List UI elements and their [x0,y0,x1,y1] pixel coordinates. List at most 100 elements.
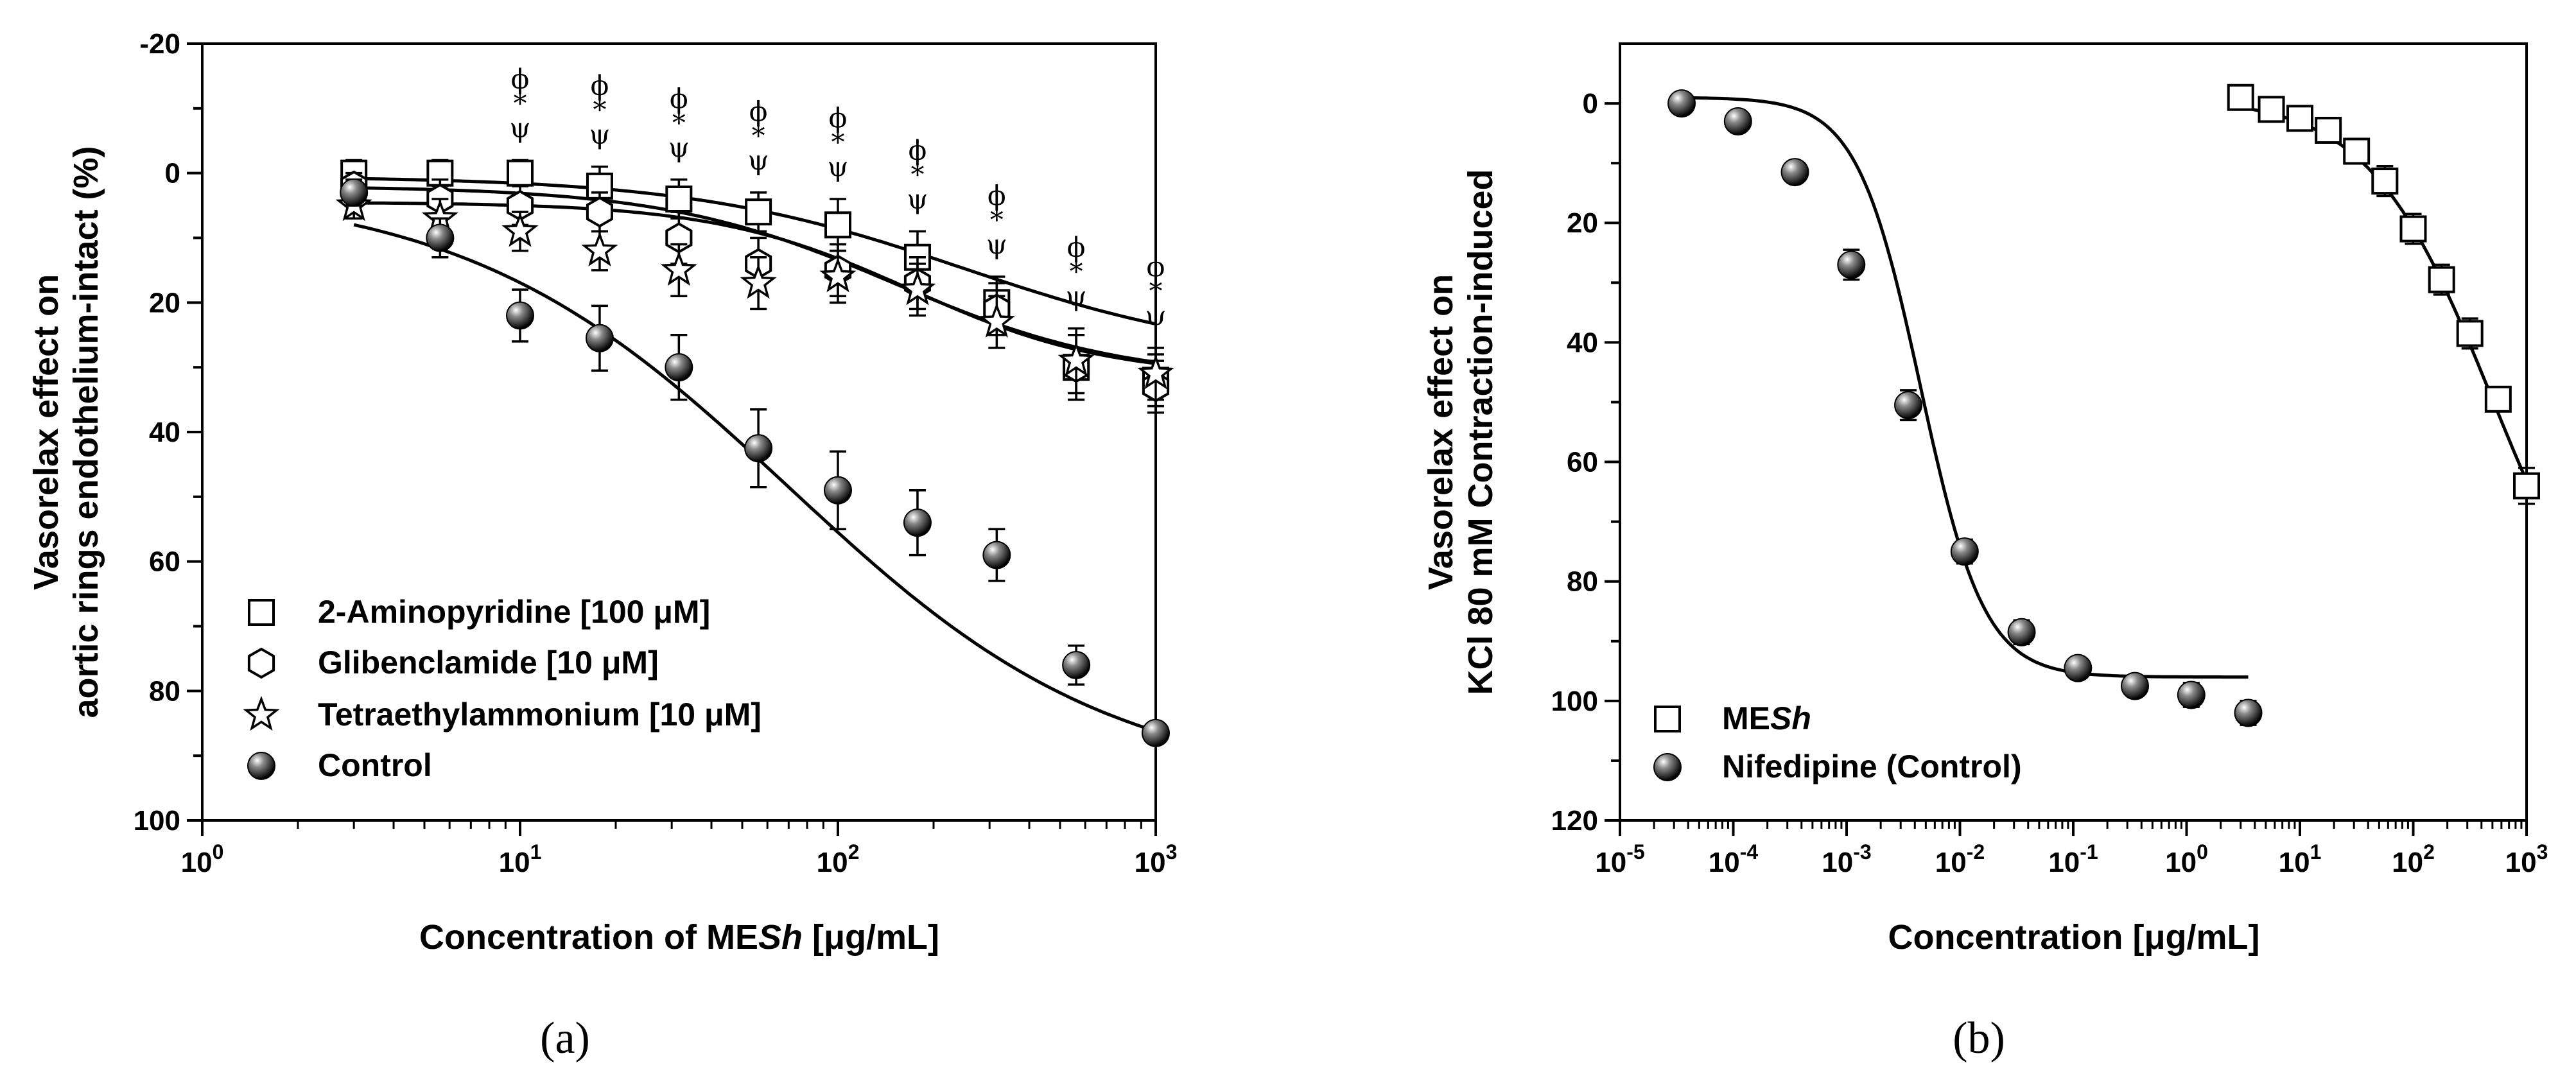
data-point [2371,168,2399,195]
legend-marker [1653,753,1682,781]
panel-b-fit-curves [1682,96,2528,679]
legend-marker [247,647,275,679]
series-group [1667,89,2263,727]
panel-b-ticks: 0 20 40 60 80 100 120 10-5 10-4 10-3 10-2 10-1 100 10… [1551,88,2548,878]
xtick-label: 10-1 [2048,840,2098,878]
ytick-label: 40 [149,417,180,448]
significance-mark: ϕ [591,70,609,101]
panel-b-label: (b) [1953,1014,2005,1063]
panel-a-points [335,159,1174,747]
ytick-label: 20 [1567,207,1598,239]
legend-label: 2-Aminopyridine [100 μM] [318,594,710,630]
legend-marker [1654,706,1681,732]
data-point [824,476,852,505]
ytick-label: 60 [149,546,180,578]
data-point [1142,718,1170,747]
significance-mark: ψ [589,119,610,150]
data-point [978,302,1015,338]
significance-mark: ϕ [988,180,1006,211]
significance-mark: ϕ [909,134,927,166]
significance-mark: * [831,126,845,158]
data-point [2456,320,2484,347]
significance-mark: ϕ [511,64,530,95]
significance-mark: * [672,107,686,139]
data-point [1837,250,1866,279]
significance-mark: * [514,88,527,119]
xtick-label: 102 [817,840,860,878]
significance-mark: ψ [828,151,849,182]
significance-mark: ϕ [670,83,688,114]
data-point [665,186,693,212]
legend-label: Tetraethylammonium [10 μM] [318,697,761,732]
significance-mark: ψ [1145,300,1167,331]
significance-mark: * [752,120,765,152]
panel-a-xlabel: Concentration of MESh [μg/mL] [419,918,939,957]
legend-label: Glibenclamide [10 μM] [318,645,659,680]
ytick-label: 100 [134,805,180,836]
data-point [2428,266,2455,293]
xtick-label: 100 [181,840,224,878]
significance-mark: ϕ [829,102,848,134]
panel-a-ylabel-line2: aortic rings endothelium-intact (%) [67,146,105,718]
data-point [501,212,539,247]
ytick-label: 80 [1567,566,1598,598]
data-point [340,178,369,207]
significance-mark: ψ [510,112,531,144]
legend-label: Nifedipine (Control) [1722,749,2022,784]
data-point [819,257,857,293]
data-point [2258,96,2285,123]
data-point [903,508,932,537]
data-point [1780,158,1809,187]
data-point [581,231,618,266]
significance-mark: * [593,94,606,126]
significance-mark: ψ [986,229,1007,260]
significance-mark: ψ [1066,281,1087,312]
xtick-label: 101 [2279,840,2322,878]
xtick-label: 10-3 [1822,840,1871,878]
ytick-label: -20 [139,28,180,60]
xtick-label: 100 [2165,840,2208,878]
legend-marker [248,599,275,626]
ytick-label: 60 [1567,447,1598,478]
data-point [2121,671,2150,700]
data-point [2007,618,2036,646]
panel-b-ylabel-line1: Vasorelax effect on [1422,274,1460,590]
data-point [2064,654,2093,682]
ytick-label: 40 [1567,327,1598,358]
panel-b-xlabel: Concentration [μg/mL] [1888,918,2260,957]
significance-mark: * [1070,256,1083,288]
data-point [2484,385,2512,413]
significance-mark: * [990,204,1004,236]
data-point [824,211,851,239]
xtick-label: 102 [2392,840,2435,878]
legend-marker [243,696,280,731]
xtick-label: 103 [2505,840,2548,878]
significance-mark: ϕ [749,96,768,127]
series-group [340,178,1170,747]
significance-mark: ψ [907,183,928,214]
data-point [2177,680,2206,709]
data-point [745,198,772,226]
significance-mark: ϕ [1147,251,1165,282]
panel-a-significance: ϕ*ψϕ*ψϕ*ψϕ*ψϕ*ψϕ*ψ ϕ*ψ ϕ*ψϕ*ψ [510,64,1167,331]
data-point [1723,107,1752,135]
ytick-label: 20 [149,287,180,318]
data-point [2234,698,2263,727]
data-point [2286,105,2313,132]
ytick-label: 0 [1583,88,1598,119]
fit-curve [2240,105,2528,481]
data-point [1062,651,1091,679]
significance-mark: * [1149,275,1163,307]
data-point [426,159,454,187]
data-point [2227,83,2254,111]
significance-mark: ψ [668,132,690,163]
data-point [586,196,613,228]
data-point [1894,391,1923,420]
data-point [665,353,693,382]
data-point [1137,354,1174,390]
data-point [744,434,773,463]
legend-label: Control [318,747,432,783]
significance-mark: ϕ [1067,232,1086,263]
